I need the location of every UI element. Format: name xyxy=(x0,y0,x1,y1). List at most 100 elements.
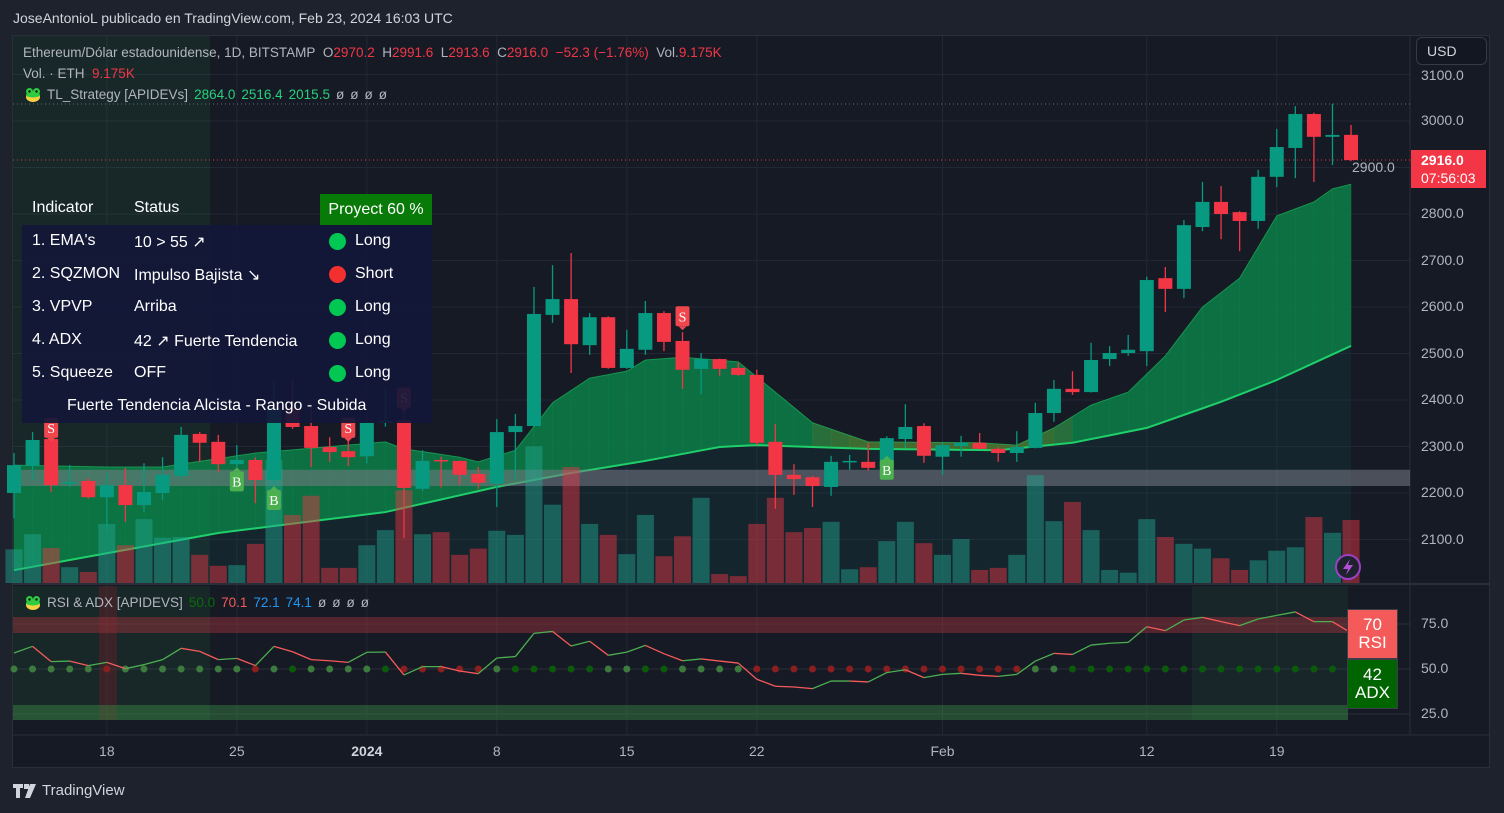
volume-bar xyxy=(599,534,617,583)
rsi-badge-value: 70 xyxy=(1363,615,1382,634)
rsi-legend[interactable]: RSI & ADX [APIDEVS] 50.0 70.1 72.1 74.1 … xyxy=(25,595,369,610)
frog-icon xyxy=(26,88,40,102)
current-price-label: 2916.0 07:56:03 xyxy=(1411,150,1486,188)
candle-body xyxy=(25,439,40,467)
candle-body xyxy=(898,426,913,440)
candle-body xyxy=(396,419,411,488)
candle-body xyxy=(81,480,96,498)
signal-marker-label: S xyxy=(679,310,687,325)
volume-bar xyxy=(1231,569,1249,583)
volume-bar xyxy=(748,523,766,583)
publish-header: JoseAntonioL publicado en TradingView.co… xyxy=(13,10,453,26)
adx-dot xyxy=(1310,665,1318,673)
candle-body xyxy=(749,374,764,443)
time-tick-label: 15 xyxy=(619,743,635,759)
adx-dot xyxy=(1050,665,1058,673)
adx-dot xyxy=(790,665,798,673)
volume-bar xyxy=(1101,569,1119,583)
row-signal: Long xyxy=(355,331,391,348)
row-status: OFF xyxy=(134,364,166,381)
rsi-empty-4: ø xyxy=(360,595,369,610)
rsi-line-segment xyxy=(51,660,70,663)
volume-bar xyxy=(1063,501,1081,583)
rsi-line-segment xyxy=(998,673,1017,678)
price-tick-label: 2300.0 xyxy=(1421,437,1464,454)
rsi-line-segment xyxy=(13,645,33,654)
rsi-line-segment xyxy=(199,650,219,661)
candle-body xyxy=(954,442,969,447)
adx-dot xyxy=(363,665,371,673)
high-value: 2991.6 xyxy=(391,45,434,60)
ema-band-segment xyxy=(1276,208,1296,381)
strategy-legend[interactable]: TL_Strategy [APIDEVs] 2864.0 2516.4 2015… xyxy=(25,87,387,102)
volume-bar xyxy=(246,543,264,583)
row-indicator: 2. SQZMON xyxy=(32,265,121,282)
frog-icon xyxy=(26,596,40,610)
volume-bar xyxy=(488,530,506,583)
price-tick-label: 2500.0 xyxy=(1421,344,1464,361)
ema-band-segment xyxy=(589,374,609,471)
rsi-line-segment xyxy=(254,645,275,667)
rsi-line-segment xyxy=(942,672,962,676)
rsi-line-segment xyxy=(347,651,368,663)
candle-body xyxy=(731,367,746,375)
adx-dot xyxy=(883,665,891,673)
volume-bar xyxy=(525,446,543,583)
rsi-line-segment xyxy=(1258,614,1277,620)
adx-dot xyxy=(716,665,724,673)
volume-bar xyxy=(711,574,729,583)
rsi-line-segment xyxy=(905,669,925,679)
volume-legend[interactable]: Vol. · ETH 9.175K xyxy=(23,66,135,81)
row-indicator: 5. Squeeze xyxy=(32,364,113,381)
rsi-line-segment xyxy=(1072,644,1092,656)
close-value: 2916.0 xyxy=(506,45,549,60)
signal-marker-bg xyxy=(266,489,281,510)
strategy-empty-2: ø xyxy=(350,87,359,102)
volume-bar xyxy=(804,528,822,583)
signal-marker-bg xyxy=(229,471,244,492)
candle-body xyxy=(842,460,857,463)
currency-button[interactable]: USD xyxy=(1416,37,1487,65)
volume-bar xyxy=(581,523,599,583)
volume-bar xyxy=(618,554,636,583)
candle-body xyxy=(1306,114,1321,137)
candle-body xyxy=(619,348,634,368)
volume-bar xyxy=(154,537,172,583)
signal-marker-bg xyxy=(675,306,690,327)
volume-bar xyxy=(636,514,654,583)
rsi-line-segment xyxy=(719,660,739,664)
adx-dot xyxy=(159,665,167,673)
tradingview-logo[interactable]: TradingView xyxy=(13,782,125,799)
candle-body xyxy=(322,446,337,453)
row-status: Arriba xyxy=(134,298,177,315)
rsi-line-segment xyxy=(775,685,794,688)
volume-bar xyxy=(506,534,524,583)
open-value: 2970.2 xyxy=(333,45,375,60)
adx-dot xyxy=(493,665,501,673)
rsi-line-segment xyxy=(403,666,423,676)
adx-dot xyxy=(307,665,315,673)
ema-band-segment xyxy=(793,406,813,448)
adx-dot xyxy=(957,665,965,673)
time-tick-label: 12 xyxy=(1138,743,1155,759)
volume-bar xyxy=(191,554,209,583)
volume-legend-label: Vol. · ETH xyxy=(23,66,85,81)
volume-bar xyxy=(1305,517,1323,583)
row-signal: Long xyxy=(355,298,391,315)
rsi-line-segment xyxy=(273,645,293,653)
adx-dot xyxy=(1328,665,1336,673)
adx-dot xyxy=(344,665,352,673)
adx-dot xyxy=(920,665,928,673)
ema-lower-fill xyxy=(14,345,1352,583)
low-label: L xyxy=(440,45,449,60)
volume-bar xyxy=(1175,543,1193,583)
volume-bar xyxy=(896,521,914,583)
candle-body xyxy=(44,439,59,486)
time-tick-label: Feb xyxy=(930,743,955,759)
symbol-legend[interactable]: Ethereum/Dólar estadounidense, 1D, BITST… xyxy=(23,45,722,60)
adx-dot xyxy=(549,665,557,673)
rsi-line-segment xyxy=(552,630,572,647)
volume-bar xyxy=(1249,560,1267,583)
rsi-empty-2: ø xyxy=(332,595,341,610)
